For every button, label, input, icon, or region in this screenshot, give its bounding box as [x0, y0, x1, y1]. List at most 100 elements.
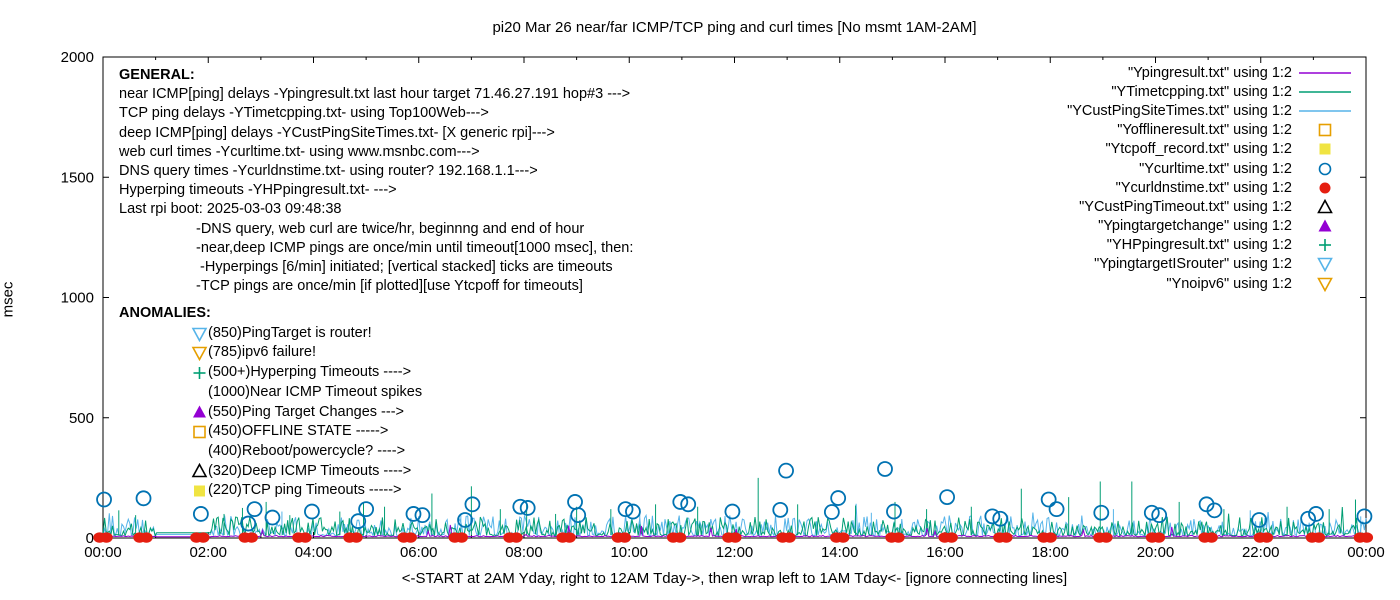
x-tick-label: 00:00	[1347, 544, 1385, 561]
legend-entry: "Ycurltime.txt" using 1:2	[1067, 159, 1354, 178]
general-heading: GENERAL:	[119, 67, 195, 83]
legend-entry-label: "YCustPingSiteTimes.txt" using 1:2	[1067, 102, 1292, 119]
series-ytimetcpping-line	[102, 477, 1367, 538]
general-line: deep ICMP[ping] delays -YCustPingSiteTim…	[119, 124, 555, 141]
y-tick-label: 1500	[61, 169, 94, 186]
triangle-down-open-icon	[191, 327, 208, 342]
x-tick-label: 04:00	[295, 544, 333, 561]
x-tick-label: 20:00	[1137, 544, 1175, 561]
chart-title: pi20 Mar 26 near/far ICMP/TCP ping and c…	[492, 19, 977, 36]
anomaly-item-text: (320)Deep ICMP Timeouts ---->	[208, 462, 412, 479]
general-line: near ICMP[ping] delays -Ypingresult.txt …	[119, 86, 631, 103]
legend-entry-label: "Ycurldnstime.txt" using 1:2	[1115, 179, 1292, 196]
x-tick-label: 06:00	[400, 544, 438, 561]
x-tick-label: 18:00	[1031, 544, 1069, 561]
anomaly-item: (400)Reboot/powercycle? ---->	[119, 442, 422, 462]
anomaly-item-text: (220)TCP ping Timeouts ----->	[208, 482, 402, 499]
legend-entry: "Ypingresult.txt" using 1:2	[1067, 63, 1354, 82]
x-tick-label: 12:00	[716, 544, 754, 561]
line-icon	[1299, 110, 1351, 112]
anomaly-item: (850)PingTarget is router!	[119, 324, 422, 344]
anomaly-item: (1000)Near ICMP Timeout spikes	[119, 383, 422, 403]
x-tick-label: 10:00	[610, 544, 648, 561]
legend: "Ypingresult.txt" using 1:2 "YTimetcpping…	[1067, 63, 1354, 293]
x-tick-label: 22:00	[1242, 544, 1280, 561]
y-tick-label: 0	[86, 530, 94, 547]
square-open-icon	[1318, 123, 1332, 137]
triangle-up-filled-icon	[1318, 219, 1332, 232]
general-line: Last rpi boot: 2025-03-03 09:48:38	[119, 201, 342, 218]
series-ycurltime-points	[96, 461, 1373, 532]
legend-entry-label: "YpingtargetISrouter" using 1:2	[1094, 256, 1292, 273]
legend-entry: "Ynoipv6" using 1:2	[1067, 274, 1354, 293]
anomaly-item: (550)Ping Target Changes --->	[119, 403, 422, 423]
legend-entry-label: "Yofflineresult.txt" using 1:2	[1117, 122, 1292, 139]
anomaly-item-text: (450)OFFLINE STATE ----->	[208, 423, 389, 440]
legend-entry-label: "Ytcpoff_record.txt" using 1:2	[1105, 141, 1292, 158]
anomaly-item-text: (850)PingTarget is router!	[208, 324, 372, 341]
anomaly-item-text: (785)ipv6 failure!	[208, 344, 316, 361]
legend-entry-label: "Ypingtargetchange" using 1:2	[1098, 218, 1292, 235]
x-tick-label: 02:00	[189, 544, 227, 561]
legend-entry: "YTimetcpping.txt" using 1:2	[1067, 82, 1354, 101]
general-text-block: GENERAL: near ICMP[ping] delays -Ypingres…	[119, 66, 633, 296]
x-tick-label: 00:00	[84, 544, 122, 561]
plus-icon	[1319, 239, 1331, 252]
general-indented-line: -TCP pings are once/min [if plotted][use…	[196, 278, 583, 295]
legend-entry-label: "YCustPingTimeout.txt" using 1:2	[1079, 198, 1292, 215]
triangle-up-filled-icon	[193, 405, 206, 418]
series-ycurldnstime-points	[93, 532, 1374, 543]
anomaly-item: (450)OFFLINE STATE ----->	[119, 422, 422, 442]
x-axis-caption: <-START at 2AM Yday, right to 12AM Tday-…	[401, 570, 1068, 587]
general-indented-line: -near,deep ICMP pings are once/min until…	[196, 239, 634, 256]
x-tick-label: 08:00	[505, 544, 543, 561]
anomaly-item: (785)ipv6 failure!	[119, 343, 422, 363]
triangle-up-open-icon	[191, 463, 208, 478]
square-filled-icon	[1319, 143, 1331, 155]
x-tick-label: 16:00	[926, 544, 964, 561]
y-tick-label: 500	[69, 410, 94, 427]
triangle-down-open-icon	[1317, 258, 1333, 273]
legend-entry-label: "Ynoipv6" using 1:2	[1166, 275, 1292, 292]
anomaly-item: (320)Deep ICMP Timeouts ---->	[119, 462, 422, 482]
circle-filled-icon	[1319, 182, 1331, 194]
legend-entry: "YCustPingTimeout.txt" using 1:2	[1067, 197, 1354, 216]
legend-entry-label: "YHPpingresult.txt" using 1:2	[1106, 237, 1292, 254]
legend-entry-label: "YTimetcpping.txt" using 1:2	[1111, 83, 1292, 100]
general-line: Hyperping timeouts -YHPpingresult.txt- -…	[119, 182, 397, 199]
y-tick-label: 2000	[61, 49, 94, 66]
triangle-up-open-icon	[1317, 198, 1333, 214]
axis-tick-labels: 00:00 02:00 04:00 06:00 08:00 10:00 12:00 14:00…	[61, 49, 1385, 561]
line-icon	[1299, 71, 1351, 74]
general-indented-line: -Hyperpings [6/min] initiated; [vertical…	[196, 259, 613, 276]
anomaly-item-text: (400)Reboot/powercycle? ---->	[208, 442, 406, 459]
legend-entry-label: "Ycurltime.txt" using 1:2	[1139, 160, 1292, 177]
legend-entry: "YpingtargetISrouter" using 1:2	[1067, 255, 1354, 274]
general-line: TCP ping delays -YTimetcpping.txt- using…	[119, 105, 489, 122]
anomalies-text-block: ANOMALIES: (850)PingTarget is router! (785…	[119, 304, 422, 501]
circle-open-icon	[1318, 162, 1332, 175]
legend-entry: "Ypingtargetchange" using 1:2	[1067, 217, 1354, 236]
y-tick-label: 1000	[61, 290, 94, 307]
anomaly-item-text: (500+)Hyperping Timeouts ---->	[208, 364, 412, 381]
x-tick-label: 14:00	[821, 544, 859, 561]
plus-icon	[193, 366, 206, 379]
anomaly-item: (220)TCP ping Timeouts ----->	[119, 481, 422, 501]
legend-entry: "YHPpingresult.txt" using 1:2	[1067, 236, 1354, 255]
anomaly-item-text: (550)Ping Target Changes --->	[208, 403, 404, 420]
legend-entry: "Ytcpoff_record.txt" using 1:2	[1067, 140, 1354, 159]
triangle-down-open-icon	[1317, 277, 1333, 292]
legend-entry: "Ycurldnstime.txt" using 1:2	[1067, 178, 1354, 197]
general-line: web curl times -Ycurltime.txt- using www…	[119, 143, 480, 160]
square-open-icon	[193, 425, 206, 439]
legend-entry-label: "Ypingresult.txt" using 1:2	[1128, 64, 1292, 81]
anomalies-heading: ANOMALIES:	[119, 305, 211, 321]
triangle-down-open-icon	[191, 346, 208, 362]
line-icon	[1299, 90, 1351, 93]
anomaly-item-text: (1000)Near ICMP Timeout spikes	[208, 383, 423, 400]
general-indented-line: -DNS query, web curl are twice/hr, begin…	[196, 220, 585, 237]
square-filled-icon	[194, 485, 205, 497]
anomaly-item: (500+)Hyperping Timeouts ---->	[119, 363, 422, 383]
